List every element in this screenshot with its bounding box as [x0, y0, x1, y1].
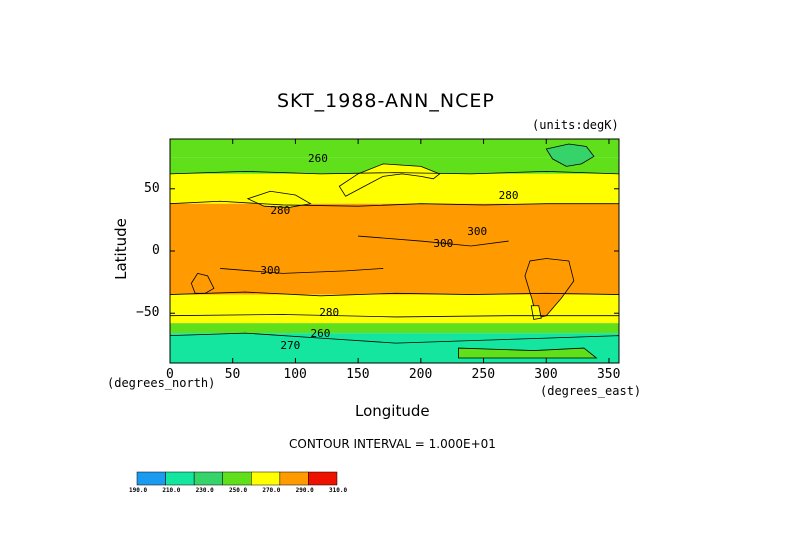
contour-line — [169, 200, 619, 207]
contour-line — [169, 314, 619, 318]
x-tick-label: 250 — [471, 367, 496, 382]
colorbar-label: 310.0 — [329, 487, 348, 494]
colorbar-swatch — [251, 471, 281, 486]
x-tick-label: 100 — [283, 367, 307, 382]
x-tick-label: 50 — [224, 367, 241, 382]
x-unit-note: (degrees_east) — [540, 384, 642, 398]
colorbar-swatch — [193, 471, 223, 486]
temperature-band — [170, 173, 619, 204]
x-tick-label: 200 — [408, 367, 433, 382]
temperature-band — [170, 323, 619, 334]
contour-label: 300 — [260, 263, 281, 277]
x-axis-title: Longitude — [355, 402, 430, 420]
contour-label: 260 — [310, 327, 331, 341]
axis-ticks — [169, 139, 619, 363]
x-tick-label: 350 — [596, 367, 621, 382]
y-tick-label: 50 — [144, 180, 160, 196]
contour-label: 280 — [270, 204, 291, 218]
x-tick-label: 300 — [534, 367, 558, 382]
greenland-outline — [545, 143, 595, 167]
contour-line — [358, 235, 509, 247]
colorbar-label: 270.0 — [262, 487, 281, 494]
contour-label: 270 — [280, 338, 301, 352]
x-tick-label: 0 — [166, 367, 174, 382]
chart-title: SKT_1988-ANN_NCEP — [277, 90, 495, 112]
colorbar-swatch — [165, 471, 195, 486]
south-america-outline — [524, 258, 575, 319]
y-axis-title: Latitude — [111, 218, 130, 280]
colorbar-swatch — [279, 471, 309, 486]
colorbar-swatch — [222, 471, 252, 486]
colorbar-swatch — [136, 471, 166, 486]
temperature-band — [170, 315, 619, 324]
contour-label: 280 — [498, 189, 519, 203]
colorbar — [136, 471, 338, 486]
y-unit-note: (degrees_north) — [107, 376, 216, 390]
colorbar-label: 210.0 — [162, 487, 181, 494]
contour-label: 300 — [433, 236, 454, 250]
colorbar-label: 250.0 — [229, 487, 248, 494]
colorbar-swatch — [308, 471, 338, 486]
temperature-band — [170, 139, 619, 158]
x-tick-label: 150 — [346, 367, 370, 382]
contour-label: 260 — [307, 151, 328, 165]
north-pacific-contour — [338, 163, 441, 197]
antarctic-shelf — [458, 347, 598, 359]
contour-line — [220, 268, 384, 274]
contour-line — [169, 291, 620, 297]
y-tick-label: −50 — [136, 305, 160, 321]
colorbar-label: 190.0 — [129, 487, 148, 494]
colorbar-label: 290.0 — [295, 487, 314, 494]
temperature-band — [170, 294, 619, 316]
units-note: (units:degK) — [532, 118, 619, 132]
contour-label: 280 — [319, 306, 340, 320]
contour-label: 300 — [467, 225, 488, 239]
colorbar-label: 230.0 — [195, 487, 214, 494]
contour-details — [169, 143, 620, 364]
contour-interval-note: CONTOUR INTERVAL = 1.000E+01 — [289, 437, 496, 451]
y-tick-label: 0 — [152, 243, 160, 258]
contour-line — [169, 170, 620, 175]
